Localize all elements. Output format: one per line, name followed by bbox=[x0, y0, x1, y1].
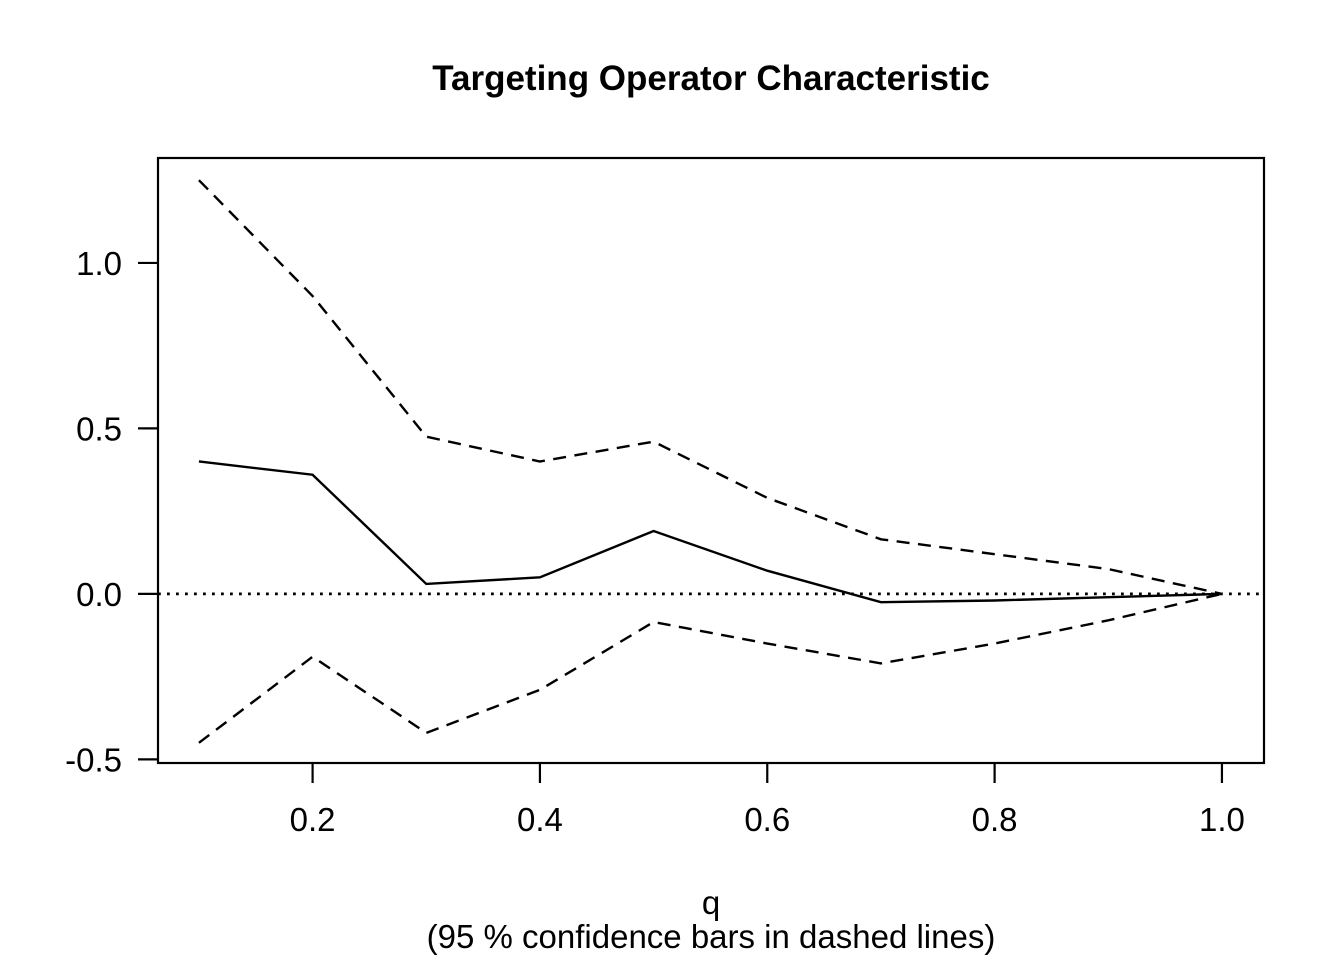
upper-95-ci-line bbox=[198, 179, 1223, 596]
y-tick-label: -0.5 bbox=[65, 741, 122, 778]
x-tick-label: 0.4 bbox=[517, 801, 563, 838]
chart-title: Targeting Operator Characteristic bbox=[432, 59, 990, 98]
y-tick-label: 0.5 bbox=[76, 410, 122, 447]
x-tick-label: 0.2 bbox=[290, 801, 336, 838]
estimate-line bbox=[198, 460, 1222, 604]
plot-border bbox=[156, 156, 1266, 765]
x-axis-label: q bbox=[701, 884, 721, 921]
lower-95-ci-line bbox=[198, 592, 1223, 744]
x-tick-label: 0.8 bbox=[972, 801, 1018, 838]
y-tick-label: 1.0 bbox=[76, 245, 122, 282]
x-tick-label: 0.6 bbox=[744, 801, 790, 838]
x-tick-label: 1.0 bbox=[1199, 801, 1245, 838]
x-axis-note: (95 % confidence bars in dashed lines) bbox=[426, 918, 996, 955]
y-tick-label: 0.0 bbox=[76, 576, 122, 613]
